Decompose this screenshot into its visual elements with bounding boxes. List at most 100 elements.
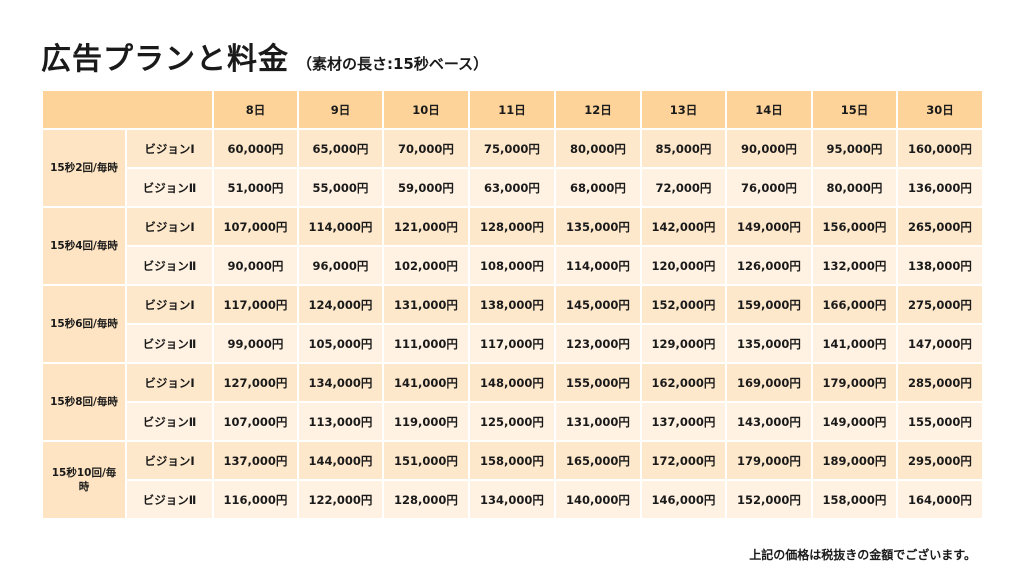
- price-cell: 99,000円: [212, 323, 299, 364]
- price-cell: 275,000円: [896, 284, 984, 325]
- price-cell: 143,000円: [725, 401, 813, 442]
- price-cell: 148,000円: [468, 362, 556, 403]
- price-cell: 113,000円: [297, 401, 384, 442]
- column-header: 10日: [382, 89, 470, 130]
- price-cell: 120,000円: [640, 245, 727, 286]
- column-header: 14日: [725, 89, 813, 130]
- price-cell: 116,000円: [212, 479, 299, 520]
- price-cell: 132,000円: [811, 245, 898, 286]
- column-header: 12日: [554, 89, 642, 130]
- page-subtitle: （素材の長さ:15秒ベース）: [297, 55, 489, 73]
- price-cell: 158,000円: [468, 440, 556, 481]
- price-cell: 162,000円: [640, 362, 727, 403]
- vision-label: ビジョンⅠ: [125, 284, 214, 325]
- table-body: 15秒2回/毎時 ビジョンⅠ 60,000円 65,000円 70,000円 75,000…: [41, 128, 984, 520]
- price-cell: 107,000円: [212, 401, 299, 442]
- price-cell: 117,000円: [212, 284, 299, 325]
- plan-frequency-label: 15秒2回/毎時: [41, 128, 127, 208]
- column-header: 30日: [896, 89, 984, 130]
- price-cell: 65,000円: [297, 128, 384, 169]
- vision-label: ビジョンⅡ: [125, 323, 214, 364]
- table-row: ビジョンⅡ 99,000円 105,000円 111,000円 117,000円 123,…: [42, 323, 984, 364]
- price-cell: 137,000円: [212, 440, 299, 481]
- vision-label: ビジョンⅡ: [125, 245, 214, 286]
- price-cell: 172,000円: [640, 440, 727, 481]
- price-cell: 119,000円: [382, 401, 470, 442]
- price-cell: 134,000円: [297, 362, 384, 403]
- price-cell: 68,000円: [554, 167, 642, 208]
- table-row: 15秒4回/毎時 ビジョンⅠ 107,000円 114,000円 121,000円 128…: [41, 206, 984, 286]
- price-cell: 95,000円: [811, 128, 898, 169]
- price-cell: 147,000円: [896, 323, 984, 364]
- price-cell: 111,000円: [382, 323, 470, 364]
- price-cell: 59,000円: [382, 167, 470, 208]
- plan-frequency-label: 15秒8回/毎時: [41, 362, 127, 442]
- price-cell: 128,000円: [382, 479, 470, 520]
- price-cell: 138,000円: [896, 245, 984, 286]
- price-table: 8日 9日 10日 11日 12日 13日 14日 15日 30日 15秒2回/…: [41, 89, 984, 520]
- price-cell: 60,000円: [212, 128, 299, 169]
- vision-label: ビジョンⅠ: [125, 362, 214, 403]
- price-cell: 70,000円: [382, 128, 470, 169]
- title-area: 広告プランと料金 （素材の長さ:15秒ベース）: [41, 34, 488, 78]
- price-cell: 127,000円: [212, 362, 299, 403]
- price-cell: 136,000円: [896, 167, 984, 208]
- price-cell: 102,000円: [382, 245, 470, 286]
- price-cell: 125,000円: [468, 401, 556, 442]
- price-cell: 158,000円: [811, 479, 898, 520]
- column-header: 11日: [468, 89, 556, 130]
- price-cell: 129,000円: [640, 323, 727, 364]
- price-cell: 149,000円: [811, 401, 898, 442]
- page-title: 広告プランと料金: [41, 42, 289, 77]
- price-cell: 164,000円: [896, 479, 984, 520]
- price-cell: 135,000円: [554, 206, 642, 247]
- price-cell: 90,000円: [212, 245, 299, 286]
- price-cell: 51,000円: [212, 167, 299, 208]
- table-row: ビジョンⅡ 116,000円 122,000円 128,000円 134,000円 140…: [42, 479, 984, 520]
- price-cell: 151,000円: [382, 440, 470, 481]
- plan-frequency-label: 15秒4回/毎時: [41, 206, 127, 286]
- price-cell: 76,000円: [725, 167, 813, 208]
- vision-label: ビジョンⅡ: [125, 479, 214, 520]
- table-row: 15秒10回/毎時 ビジョンⅠ 137,000円 144,000円 151,000円 15…: [41, 440, 984, 520]
- price-cell: 265,000円: [896, 206, 984, 247]
- price-cell: 146,000円: [640, 479, 727, 520]
- table-row: 15秒8回/毎時 ビジョンⅠ 127,000円 134,000円 141,000円 148…: [41, 362, 984, 442]
- price-cell: 131,000円: [382, 284, 470, 325]
- price-cell: 137,000円: [640, 401, 727, 442]
- price-cell: 152,000円: [640, 284, 727, 325]
- price-cell: 155,000円: [896, 401, 984, 442]
- tax-footnote: 上記の価格は税抜きの金額でございます。: [749, 548, 976, 562]
- price-cell: 90,000円: [725, 128, 813, 169]
- vision-label: ビジョンⅡ: [125, 167, 214, 208]
- column-header: 15日: [811, 89, 898, 130]
- price-cell: 141,000円: [382, 362, 470, 403]
- price-cell: 134,000円: [468, 479, 556, 520]
- plan-frequency-label: 15秒6回/毎時: [41, 284, 127, 364]
- vision-label: ビジョンⅠ: [125, 128, 214, 169]
- price-cell: 128,000円: [468, 206, 556, 247]
- price-cell: 96,000円: [297, 245, 384, 286]
- price-cell: 85,000円: [640, 128, 727, 169]
- price-cell: 166,000円: [811, 284, 898, 325]
- price-cell: 142,000円: [640, 206, 727, 247]
- price-cell: 63,000円: [468, 167, 556, 208]
- column-header: 9日: [297, 89, 384, 130]
- price-cell: 80,000円: [811, 167, 898, 208]
- price-cell: 131,000円: [554, 401, 642, 442]
- table-row: 15秒2回/毎時 ビジョンⅠ 60,000円 65,000円 70,000円 75,000…: [41, 128, 984, 208]
- table-row: ビジョンⅡ 107,000円 113,000円 119,000円 125,000円 131…: [42, 401, 984, 442]
- price-cell: 55,000円: [297, 167, 384, 208]
- price-cell: 159,000円: [725, 284, 813, 325]
- price-cell: 160,000円: [896, 128, 984, 169]
- price-cell: 156,000円: [811, 206, 898, 247]
- price-cell: 144,000円: [297, 440, 384, 481]
- price-cell: 114,000円: [297, 206, 384, 247]
- price-cell: 179,000円: [811, 362, 898, 403]
- price-cell: 165,000円: [554, 440, 642, 481]
- table-row: ビジョンⅡ 51,000円 55,000円 59,000円 63,000円 68,000円…: [42, 167, 984, 208]
- price-cell: 72,000円: [640, 167, 727, 208]
- price-cell: 75,000円: [468, 128, 556, 169]
- price-cell: 152,000円: [725, 479, 813, 520]
- price-cell: 123,000円: [554, 323, 642, 364]
